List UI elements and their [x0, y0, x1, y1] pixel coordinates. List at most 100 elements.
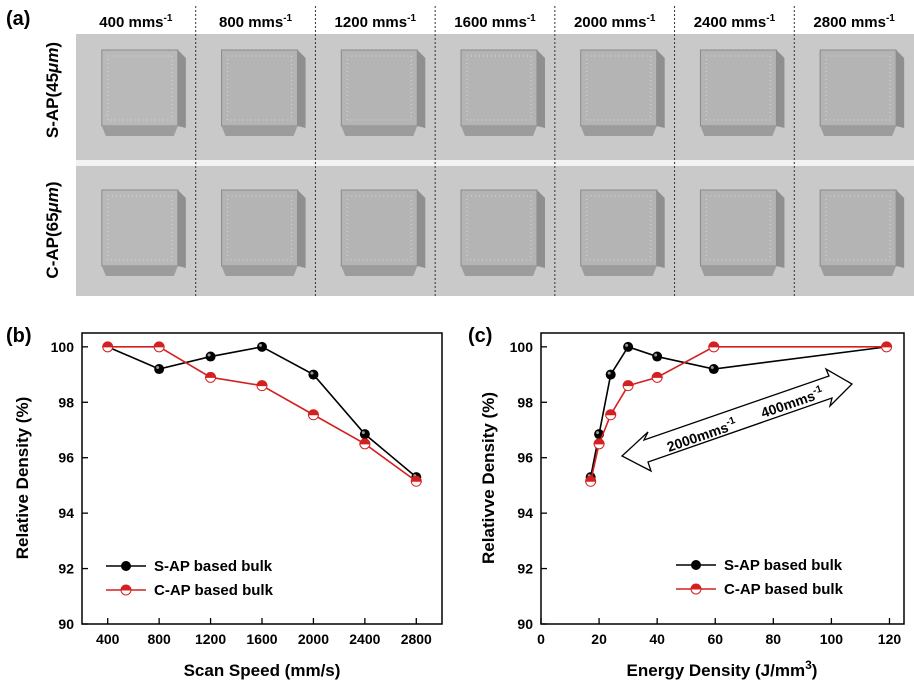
cube-sample: [580, 189, 665, 276]
chart-c-point-c-ap-top: [593, 438, 605, 445]
chart-b-point-c-ap-top: [153, 341, 165, 348]
cube-face-top: [460, 49, 538, 127]
cube-face-side: [776, 190, 785, 268]
chart-c-point-c-ap-bottom: [881, 346, 893, 353]
cube-texture: [227, 55, 293, 121]
chart-c-point-highlight: [607, 371, 611, 375]
cube-sample: [460, 189, 545, 276]
cube-texture: [107, 55, 173, 121]
cube-texture: [346, 195, 412, 261]
cube-sample: [819, 189, 905, 276]
cube-face-front: [580, 266, 657, 276]
chart-b-series-line-0: [107, 346, 417, 478]
speed-label-sup: -1: [283, 13, 292, 24]
cube-face-side: [656, 50, 665, 128]
cube-face-front: [341, 266, 418, 276]
cube-face-side: [896, 190, 905, 268]
chart-b-x-tick-label: 2800: [401, 631, 432, 647]
legend-b-s-ap-label: S-AP based bulk: [154, 558, 273, 575]
speed-label-value: 2800 mms: [813, 14, 886, 31]
chart-b-point-c-ap-bottom: [307, 414, 319, 421]
cube-face-side: [177, 50, 186, 128]
speed-label-value: 2000 mms: [574, 14, 647, 31]
cube-face-front: [101, 126, 178, 136]
speed-label-sup: -1: [647, 13, 656, 24]
scan-speed-labels: 400 mms-1 800 mms-1 1200 mms-1 1600 mms-1 20…: [99, 13, 895, 31]
cube-sample: [340, 189, 426, 276]
cube-face-side: [417, 190, 426, 268]
legend-c-s-ap-label: S-AP based bulk: [724, 557, 843, 574]
legend-c-c-ap-marker-bottom: [690, 588, 702, 595]
cube-face-top: [819, 189, 897, 267]
cube-face-front: [461, 126, 537, 136]
cube-texture: [346, 55, 412, 121]
chart-b-y-tick-label: 94: [58, 505, 74, 521]
chart-c-x-tick-label: 0: [537, 631, 545, 647]
speed-label-value: 1600 mms: [454, 14, 527, 31]
speed-label-0: 400 mms-1: [99, 13, 173, 31]
chart-b-x-tick-label: 1200: [195, 631, 226, 647]
cube-sample: [340, 49, 426, 136]
chart-c-x-tick-label: 20: [591, 631, 607, 647]
legend-b-c-ap-marker-bottom: [120, 589, 132, 596]
cube-texture: [825, 195, 891, 261]
chart-c-ticks: 0 20 40 60 80 100 120 90 92 94 96 98 100: [510, 339, 902, 647]
legend-b-s-ap-marker: [121, 561, 131, 571]
cube-face-side: [656, 190, 665, 268]
chart-b-point-c-ap-bottom: [153, 346, 165, 353]
cube-face-front: [221, 126, 298, 136]
panel-c-label: (c): [468, 325, 492, 347]
chart-c-y-tick-label: 94: [517, 505, 533, 521]
legend-b-c-ap-marker-top: [120, 584, 132, 591]
cube-texture: [586, 195, 652, 261]
cube-face-front: [580, 126, 657, 136]
speed-label-value: 400 mms: [99, 14, 163, 31]
speed-label-1: 800 mms-1: [219, 13, 293, 31]
cube-face-top: [340, 49, 418, 127]
chart-b-x-tick-label: 2400: [349, 631, 380, 647]
speed-label-strip: [76, 6, 914, 34]
cube-face-top: [580, 49, 658, 127]
speed-label-4: 2000 mms-1: [574, 13, 656, 31]
chart-b-point-c-ap-bottom: [205, 376, 217, 383]
speed-label-value: 1200 mms: [335, 14, 408, 31]
chart-b-frame: [81, 332, 443, 625]
chart-c-frame: [540, 332, 905, 625]
cube-face-front: [820, 126, 897, 136]
cube-texture: [227, 195, 293, 261]
chart-b-y-tick-label: 90: [58, 616, 74, 632]
speed-label-value: 800 mms: [219, 14, 283, 31]
chart-b-point-highlight: [207, 353, 211, 357]
cube-face-side: [537, 50, 545, 128]
cube-face-top: [699, 189, 777, 267]
chart-b-point-s-ap: [308, 369, 319, 380]
chart-b-point-c-ap-top: [256, 380, 268, 387]
photo-row-divider: [76, 160, 914, 166]
chart-b-y-tick-label: 98: [58, 394, 74, 410]
chart-c-series: [585, 341, 893, 487]
chart-b-y-tick-label: 96: [58, 450, 74, 466]
speed-label-sup: -1: [527, 13, 536, 24]
cube-sample: [699, 49, 785, 136]
chart-b-point-s-ap: [359, 429, 370, 440]
cube-texture: [825, 55, 891, 121]
chart-b-point-c-ap-top: [102, 341, 114, 348]
chart-b-ticks: 400 800 1200 1600 2000 2400 2800 90 92 94 96 98 100: [51, 339, 432, 647]
cube-face-top: [699, 49, 777, 127]
chart-b-series: [102, 341, 422, 487]
chart-b-x-tick-label: 800: [147, 631, 171, 647]
speed-label-sup: -1: [164, 13, 173, 24]
chart-c-y-tick-label: 96: [517, 450, 533, 466]
chart-c-y-tick-label: 90: [517, 616, 533, 632]
chart-c-x-tick-label: 120: [878, 631, 902, 647]
chart-b-legend: S-AP based bulk C-AP based bulk: [106, 558, 274, 599]
cube-face-side: [177, 190, 186, 268]
chart-b-point-c-ap-top: [359, 438, 371, 445]
cube-face-side: [776, 50, 785, 128]
chart-b-point-c-ap-bottom: [410, 480, 422, 487]
legend-c-c-ap-label: C-AP based bulk: [724, 581, 844, 598]
cube-face-top: [580, 189, 658, 267]
chart-c-point-c-ap-top: [622, 380, 634, 387]
cube-sample: [101, 189, 186, 276]
